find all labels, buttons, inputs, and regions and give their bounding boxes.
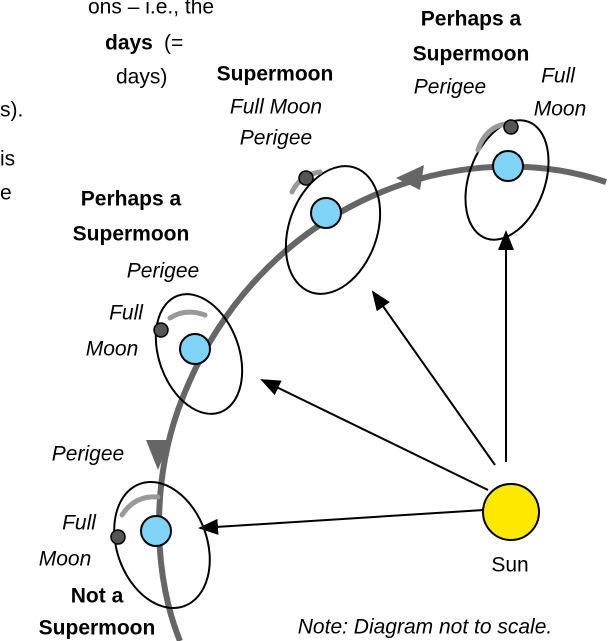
earth-orbit <box>159 167 606 641</box>
full-moon-points <box>111 120 518 544</box>
title: Not a <box>71 585 124 608</box>
full-moon-label: Moon <box>86 338 139 361</box>
sun <box>483 484 539 540</box>
intro-text: (= <box>164 32 183 55</box>
full-moon-label: Full <box>541 65 576 88</box>
intro-text: e <box>0 182 12 205</box>
perigee-label: Perigee <box>414 76 486 99</box>
full-moon-label: Moon <box>39 548 92 571</box>
intro-text: days) <box>116 66 167 89</box>
sun-label: Sun <box>491 554 528 577</box>
title: Supermoon <box>413 43 530 66</box>
title: Supermoon <box>39 617 156 640</box>
title: Perhaps a <box>81 188 182 211</box>
supermoon-diagram: ons – i.e., the days (= days) s). is e S… <box>0 0 614 641</box>
note: Note: Diagram not to scale. <box>298 616 552 639</box>
intro-text: ons – i.e., the <box>88 0 214 19</box>
perigee-label: Perigee <box>240 127 312 150</box>
moon-orbits <box>97 109 563 622</box>
intro-text: is <box>0 148 15 171</box>
intro-text: days <box>105 32 153 55</box>
perigee-label: Perigee <box>52 443 124 466</box>
perigee-label: Perigee <box>127 260 199 283</box>
title: Perhaps a <box>421 8 522 31</box>
full-moon-label: Full <box>109 302 144 325</box>
full-moon-label: Full Moon <box>230 96 322 119</box>
sunlight-arrows <box>200 232 506 528</box>
full-moon-label: Moon <box>534 98 587 121</box>
perigee-arcs <box>122 124 505 515</box>
title: Supermoon <box>217 63 334 86</box>
full-moon-label: Full <box>62 512 97 535</box>
intro-text: s). <box>0 99 23 122</box>
title: Supermoon <box>73 223 190 246</box>
